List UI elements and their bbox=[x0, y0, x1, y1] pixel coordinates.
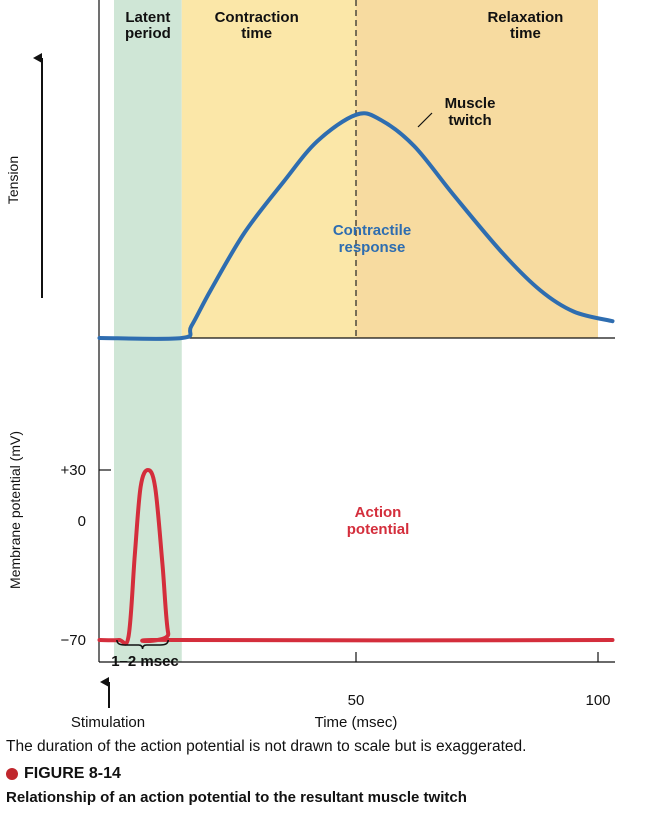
phase-label-relaxation: time bbox=[510, 25, 541, 42]
caption-note: The duration of the action potential is … bbox=[6, 738, 527, 755]
figure-label: FIGURE 8-14 bbox=[6, 765, 121, 783]
phase-label-contraction: Contraction bbox=[215, 9, 299, 26]
phase-band-contraction bbox=[181, 0, 356, 338]
y-tick-label: −70 bbox=[61, 632, 86, 649]
figure-number: FIGURE 8-14 bbox=[24, 765, 121, 782]
muscle-twitch-label: twitch bbox=[448, 112, 491, 129]
action-potential-label: potential bbox=[347, 521, 410, 538]
duration-bracket bbox=[116, 639, 169, 650]
y-tick-label: 0 bbox=[78, 513, 86, 530]
phase-band-relaxation bbox=[356, 0, 598, 338]
x-tick-label: 50 bbox=[348, 692, 365, 709]
muscle-twitch-label: Muscle bbox=[445, 95, 496, 112]
upper-y-axis-label: Tension bbox=[5, 156, 21, 204]
action-potential-curve bbox=[97, 468, 615, 646]
stimulation-label: Stimulation bbox=[71, 714, 145, 731]
lower-y-axis-label: Membrane potential (mV) bbox=[7, 431, 23, 589]
action-potential-label: Action bbox=[355, 504, 402, 521]
figure-title: Relationship of an action potential to t… bbox=[6, 789, 467, 806]
twitch-figure: LatentperiodContractiontimeRelaxationtim… bbox=[5, 0, 615, 731]
x-tick-label: 100 bbox=[585, 692, 610, 709]
contractile-response-label: Contractile bbox=[333, 222, 411, 239]
phase-band-latent bbox=[114, 0, 182, 662]
phase-label-latent: Latent bbox=[125, 9, 170, 26]
duration-label: 1–2 msec bbox=[111, 653, 179, 670]
phase-label-relaxation: Relaxation bbox=[487, 9, 563, 26]
figure-bullet-icon bbox=[6, 768, 18, 780]
muscle-twitch-leader bbox=[417, 112, 433, 128]
y-tick-label: +30 bbox=[61, 462, 86, 479]
phase-label-contraction: time bbox=[241, 25, 272, 42]
contractile-response-curve bbox=[97, 111, 615, 341]
x-axis-label: Time (msec) bbox=[315, 714, 398, 731]
contractile-response-label: response bbox=[339, 239, 406, 256]
phase-label-latent: period bbox=[125, 25, 171, 42]
